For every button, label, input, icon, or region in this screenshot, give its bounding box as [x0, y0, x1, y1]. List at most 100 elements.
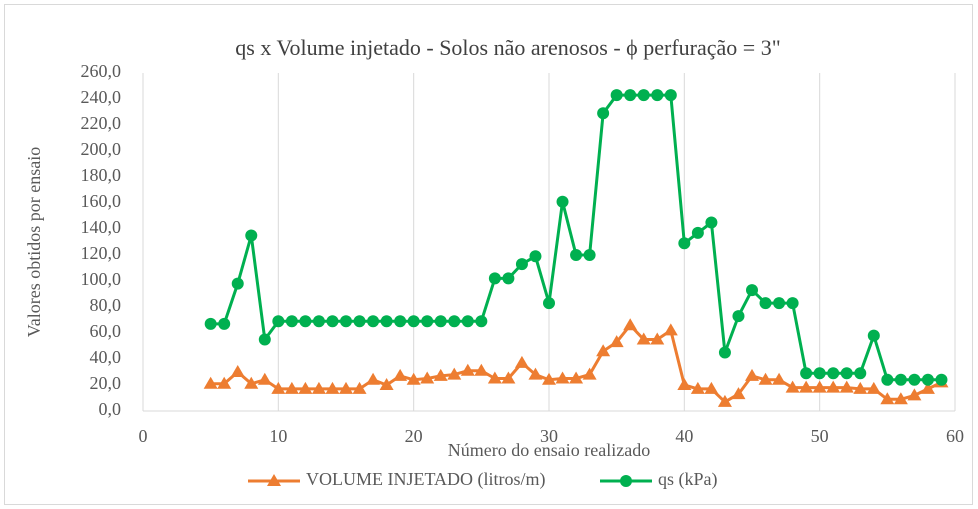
- triangle-marker: [596, 344, 611, 357]
- triangle-marker: [582, 367, 597, 380]
- triangle-marker: [623, 318, 638, 331]
- circle-marker: [353, 315, 366, 328]
- triangle-marker: [826, 380, 841, 393]
- triangle-marker: [880, 392, 895, 405]
- triangle-marker: [257, 372, 272, 385]
- y-tick-label: 220,0: [81, 113, 122, 133]
- circle-marker: [921, 373, 934, 386]
- legend-label: VOLUME INJETADO (litros/m): [306, 469, 546, 490]
- circle-marker: [691, 226, 704, 239]
- triangle-marker: [339, 381, 353, 394]
- triangle-marker: [663, 323, 678, 336]
- triangle-marker: [267, 474, 281, 486]
- triangle-marker: [690, 381, 705, 394]
- triangle-marker: [203, 376, 218, 389]
- circle-marker: [285, 315, 298, 328]
- circle-marker: [421, 315, 434, 328]
- y-tick-label: 40,0: [90, 347, 122, 367]
- circle-marker: [840, 367, 853, 380]
- circle-marker: [394, 315, 407, 328]
- triangle-marker: [542, 372, 556, 385]
- triangle-marker: [474, 363, 489, 376]
- triangle-marker: [758, 372, 773, 385]
- y-tick-label: 100,0: [81, 269, 122, 289]
- triangle-marker: [244, 376, 259, 389]
- chart-border: [4, 4, 973, 505]
- triangle-marker: [866, 381, 881, 394]
- y-tick-label: 140,0: [81, 217, 122, 237]
- circle-marker: [867, 329, 880, 342]
- circle-marker: [204, 317, 217, 330]
- triangle-marker: [501, 371, 516, 384]
- x-tick-label: 20: [405, 426, 423, 446]
- x-tick-label: 0: [139, 426, 148, 446]
- y-axis-label: Valores obtidos por ensaio: [24, 147, 44, 337]
- triangle-marker: [920, 381, 935, 394]
- triangle-marker: [772, 372, 787, 385]
- circle-marker: [705, 216, 718, 229]
- circle-marker: [299, 315, 312, 328]
- x-tick-label: 10: [269, 426, 287, 446]
- circle-marker: [272, 315, 285, 328]
- chart-title: qs x Volume injetado - Solos não arenoso…: [235, 35, 780, 60]
- circle-marker: [245, 229, 258, 242]
- circle-marker: [746, 284, 758, 297]
- triangle-marker: [366, 372, 381, 385]
- triangle-marker: [420, 371, 435, 384]
- triangle-marker: [325, 381, 340, 394]
- circle-marker: [583, 249, 596, 261]
- y-tick-label: 200,0: [81, 139, 122, 159]
- circle-marker: [556, 195, 569, 208]
- triangle-marker: [379, 378, 394, 390]
- triangle-marker: [298, 381, 313, 394]
- circle-marker: [894, 373, 907, 386]
- y-tick-label: 120,0: [81, 243, 122, 263]
- circle-marker: [786, 297, 799, 310]
- triangle-marker: [460, 363, 475, 376]
- circle-marker: [502, 272, 515, 285]
- circle-marker: [800, 367, 813, 380]
- circle-marker: [664, 89, 677, 102]
- circle-marker: [380, 315, 393, 328]
- triangle-marker: [717, 394, 732, 407]
- triangle-marker: [650, 332, 665, 345]
- triangle-marker: [893, 392, 908, 405]
- circle-marker: [231, 277, 244, 290]
- triangle-marker: [230, 365, 245, 377]
- triangle-marker: [636, 332, 651, 345]
- circle-marker: [529, 250, 542, 263]
- triangle-marker: [569, 371, 584, 384]
- triangle-marker: [839, 380, 854, 393]
- triangle-marker: [487, 371, 502, 384]
- triangle-marker: [433, 368, 448, 381]
- circle-marker: [718, 346, 731, 359]
- circle-marker: [881, 373, 894, 386]
- circle-marker: [407, 315, 420, 328]
- triangle-marker: [704, 381, 719, 394]
- legend-label: qs (kPa): [658, 469, 718, 490]
- circle-marker: [543, 297, 555, 310]
- triangle-marker: [812, 380, 827, 393]
- circle-marker: [258, 333, 271, 346]
- circle-marker: [827, 367, 840, 380]
- triangle-marker: [745, 368, 759, 381]
- circle-marker: [935, 373, 948, 386]
- circle-marker: [218, 317, 231, 330]
- circle-marker: [620, 475, 632, 487]
- triangle-marker: [271, 381, 286, 394]
- triangle-marker: [352, 381, 367, 394]
- x-axis-label: Número do ensaio realizado: [448, 440, 650, 460]
- triangle-marker: [217, 376, 232, 389]
- y-tick-label: 260,0: [81, 61, 122, 81]
- x-tick-label: 60: [946, 426, 964, 446]
- circle-marker: [597, 107, 610, 120]
- circle-marker: [624, 89, 637, 102]
- x-tick-label: 30: [540, 426, 558, 446]
- triangle-marker: [393, 368, 408, 381]
- circle-marker: [488, 272, 501, 285]
- circle-marker: [326, 315, 339, 328]
- triangle-marker: [609, 335, 624, 348]
- circle-marker: [367, 315, 380, 328]
